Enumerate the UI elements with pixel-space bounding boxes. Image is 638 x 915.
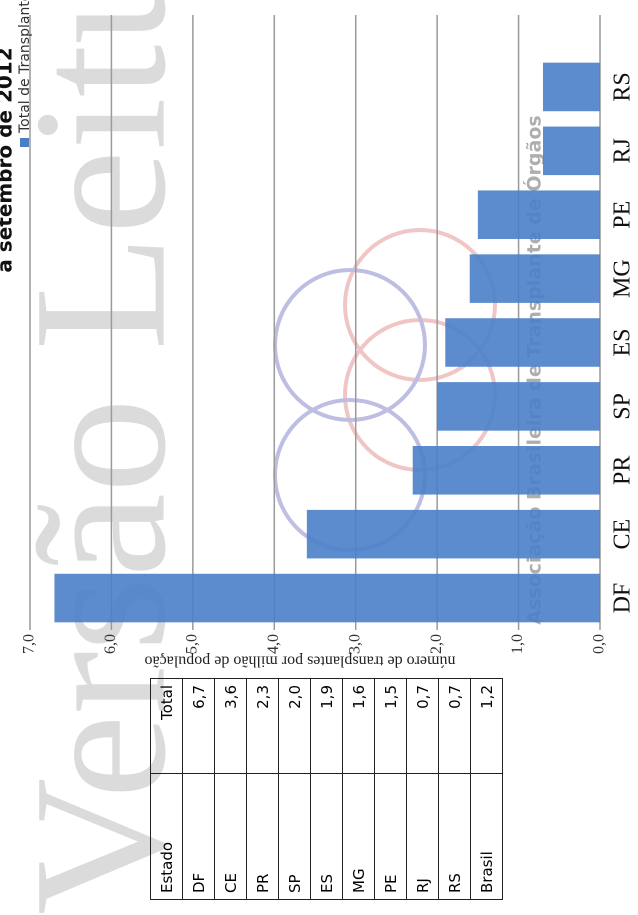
- bar: [445, 318, 600, 367]
- table-cell: RS: [438, 773, 471, 900]
- y-tick-label: 6,0: [102, 634, 119, 654]
- table-row: ES 1,9: [310, 678, 343, 900]
- table-cell: DF: [182, 773, 215, 900]
- table-cell: 1,9: [310, 678, 343, 774]
- y-tick-label: 3,0: [346, 634, 363, 654]
- y-tick-label: 4,0: [265, 634, 282, 654]
- table-row: PR 2,3: [246, 678, 279, 900]
- bar: [477, 190, 601, 239]
- table-row: PE 1,5: [374, 678, 407, 900]
- watermark: Versão Leitura: [0, 0, 206, 915]
- table-cell: PE: [374, 773, 407, 900]
- y-tick-label: 1,0: [509, 634, 526, 654]
- table-cell: 2,0: [278, 678, 311, 774]
- table-cell: Brasil: [470, 773, 503, 900]
- table-cell: 6,7: [182, 678, 215, 774]
- table-cell: 1,6: [342, 678, 375, 774]
- table-cell: Estado: [150, 773, 183, 900]
- y-tick-label: 0,0: [591, 634, 608, 654]
- x-tick-label: CE: [610, 519, 636, 550]
- table-row: SP 2,0: [278, 678, 311, 900]
- x-tick-label: RJ: [610, 138, 636, 163]
- table-cell: 0,7: [406, 678, 439, 774]
- table-row: Estado Total: [150, 678, 183, 900]
- table-row: DF 6,7: [182, 678, 215, 900]
- x-tick-label: PR: [610, 456, 636, 485]
- x-tick-label: SP: [610, 393, 636, 420]
- table-cell: 2,3: [246, 678, 279, 774]
- table-cell: 3,6: [214, 678, 247, 774]
- legend-label: Total de Transplantes: [17, 0, 33, 134]
- table-row: MG 1,6: [342, 678, 375, 900]
- chart-title: a setembro de 2012: [0, 47, 17, 272]
- table-cell: SP: [278, 773, 311, 900]
- table-row: Brasil 1,2: [470, 678, 503, 900]
- table-cell: 1,2: [470, 678, 503, 774]
- y-tick-label: 7,0: [21, 634, 38, 654]
- table-cell: 1,5: [374, 678, 407, 774]
- table-cell: Total: [150, 678, 183, 774]
- x-tick-label: RS: [610, 72, 636, 101]
- y-tick-label: 5,0: [184, 634, 201, 654]
- table-cell: RJ: [406, 773, 439, 900]
- x-tick-label: DF: [610, 583, 636, 614]
- table-cell: CE: [214, 773, 247, 900]
- table-cell: ES: [310, 773, 343, 900]
- x-tick-label: PE: [610, 201, 636, 229]
- y-tick-label: 2,0: [428, 634, 445, 654]
- bar: [469, 254, 601, 303]
- table-row: RS 0,7: [438, 678, 471, 900]
- bar: [437, 382, 600, 431]
- bar: [412, 445, 601, 495]
- table-row: CE 3,6: [214, 678, 247, 900]
- x-tick-label: MG: [610, 259, 636, 298]
- table-cell: PR: [246, 773, 279, 900]
- bar: [543, 126, 600, 176]
- table-cell: MG: [342, 773, 375, 900]
- y-axis-label: número de transplantes por milhão de pop…: [144, 652, 455, 669]
- bar: [306, 509, 600, 559]
- data-table: Estado Total DF 6,7 CE 3,6 PR 2,3 SP 2,0 ES 1,9 MG 1,…: [150, 678, 503, 900]
- bar: [543, 62, 600, 112]
- table-cell: 0,7: [438, 678, 471, 774]
- x-tick-label: ES: [610, 328, 636, 356]
- bar: [54, 573, 600, 623]
- table-row: RJ 0,7: [406, 678, 439, 900]
- legend-swatch: [20, 138, 29, 147]
